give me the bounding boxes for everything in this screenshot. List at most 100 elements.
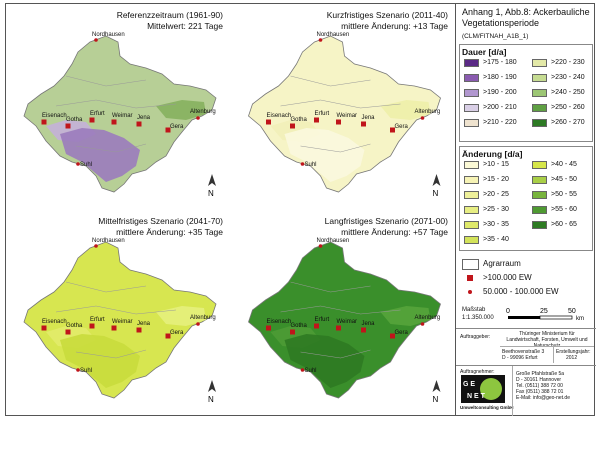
city-big-label: >100.000 EW	[483, 273, 532, 282]
aend-label: >45 - 50	[551, 176, 577, 183]
aend-swatch	[464, 176, 479, 184]
city-label-jena: Jena	[137, 115, 151, 121]
north-arrow-icon: N	[432, 380, 441, 404]
city-label-eisenach: Eisenach	[42, 319, 67, 325]
city-label-gotha: Gotha	[66, 323, 83, 329]
city-marker-big	[266, 119, 271, 125]
panel-title: Referenzzeitraum (1961-90) Mittelwert: 22…	[116, 10, 223, 31]
dauer-label: >230 - 240	[551, 74, 585, 81]
city-big-symbol	[467, 275, 473, 281]
dauer-swatch	[464, 104, 479, 112]
region-south	[284, 128, 365, 182]
aend-label: >15 - 20	[483, 176, 509, 183]
city-marker-big	[361, 121, 366, 127]
city-label-altenburg: Altenburg	[190, 315, 216, 321]
auftragnehmer-label: Auftragnehmer:	[460, 369, 495, 375]
city-marker-big	[136, 327, 142, 333]
city-small-symbol	[468, 290, 472, 294]
north-label: N	[433, 189, 439, 198]
dauer-label: >190 - 200	[483, 89, 517, 96]
city-marker-big	[65, 329, 71, 335]
city-label-weimar: Weimar	[337, 319, 358, 325]
dauer-swatch	[532, 89, 547, 97]
svg-text:N E T: N E T	[467, 393, 486, 400]
aend-label: >25 - 30	[483, 206, 509, 213]
city-marker-big	[65, 123, 71, 129]
dauer-label: >220 - 230	[551, 59, 585, 66]
map-panel-4: Nordhausen Eisenach Gotha Erfurt Weimar Jena G…	[230, 210, 454, 415]
city-label-jena: Jena	[362, 321, 376, 327]
city-small-label: 50.000 - 100.000 EW	[483, 287, 559, 296]
district-borders	[280, 75, 401, 153]
city-label-gotha: Gotha	[291, 323, 308, 329]
city-marker-small	[420, 322, 425, 326]
aend-label: >60 - 65	[551, 221, 577, 228]
aend-label: >50 - 55	[551, 191, 577, 198]
city-label-suhl: Suhl	[80, 162, 92, 168]
city-marker-big	[89, 117, 95, 123]
panel-title: Langfristiges Szenario (2071-00) mittlere…	[324, 216, 448, 237]
geo-net-address: Große Pfahlstraße 5a D - 30161 Hannover …	[516, 371, 570, 401]
city-marker-small	[196, 116, 200, 120]
city-label-gera: Gera	[395, 330, 409, 336]
city-label-gotha: Gotha	[291, 117, 308, 123]
dauer-label: >180 - 190	[483, 74, 517, 81]
aenderung-heading: Änderung [d/a]	[462, 149, 523, 159]
north-arrow-icon: N	[208, 174, 216, 198]
city-label-erfurt: Erfurt	[90, 111, 105, 117]
legend-model: (CLM/FITNAH_A1B_1)	[462, 33, 529, 40]
city-label-weimar: Weimar	[112, 113, 133, 119]
region-south	[60, 334, 140, 388]
city-marker-big	[165, 333, 171, 339]
dauer-label: >210 - 220	[483, 119, 517, 126]
city-marker-big	[361, 327, 366, 333]
geo-net-logo: G E N E T	[461, 375, 505, 403]
city-marker-small	[76, 368, 80, 372]
map-frame	[5, 3, 595, 416]
dauer-label: >260 - 270	[551, 119, 585, 126]
dauer-swatch	[464, 74, 479, 82]
aend-swatch	[464, 191, 479, 199]
year-label: Erstellungsjahr:	[556, 349, 591, 355]
aend-swatch	[532, 176, 547, 184]
aend-swatch	[464, 236, 479, 244]
city-label-altenburg: Altenburg	[415, 109, 441, 115]
city-label-nordhausen: Nordhausen	[92, 32, 125, 38]
city-label-suhl: Suhl	[305, 368, 317, 374]
city-marker-small	[94, 244, 98, 248]
city-label-erfurt: Erfurt	[315, 317, 330, 323]
city-label-suhl: Suhl	[305, 162, 317, 168]
dauer-swatch	[464, 119, 479, 127]
agrar-swatch	[462, 259, 479, 270]
city-label-gotha: Gotha	[66, 117, 83, 123]
dauer-label: >175 - 180	[483, 59, 517, 66]
city-label-nordhausen: Nordhausen	[317, 32, 350, 38]
city-marker-small	[300, 162, 305, 166]
city-marker-small	[420, 116, 425, 120]
scale-tick-0: 0	[506, 308, 510, 315]
dauer-swatch	[532, 74, 547, 82]
north-label: N	[208, 189, 214, 198]
scale-ratio: 1:1.350.000	[462, 315, 494, 321]
aend-label: >55 - 60	[551, 206, 577, 213]
city-marker-big	[336, 119, 341, 125]
region-south	[284, 334, 365, 388]
aend-label: >40 - 45	[551, 161, 577, 168]
city-marker-small	[76, 162, 80, 166]
north-label: N	[433, 395, 439, 404]
city-marker-big	[390, 127, 395, 133]
city-marker-big	[89, 323, 95, 329]
scale-unit: km	[576, 316, 584, 322]
city-label-weimar: Weimar	[337, 113, 358, 119]
city-marker-big	[41, 119, 47, 125]
aend-label: >20 - 25	[483, 191, 509, 198]
city-marker-small	[94, 38, 98, 42]
city-label-gera: Gera	[395, 124, 409, 130]
city-marker-small	[318, 38, 323, 42]
aend-swatch	[464, 161, 479, 169]
city-label-jena: Jena	[362, 115, 376, 121]
city-label-nordhausen: Nordhausen	[92, 238, 125, 244]
aend-swatch	[532, 161, 547, 169]
city-marker-small	[300, 368, 305, 372]
